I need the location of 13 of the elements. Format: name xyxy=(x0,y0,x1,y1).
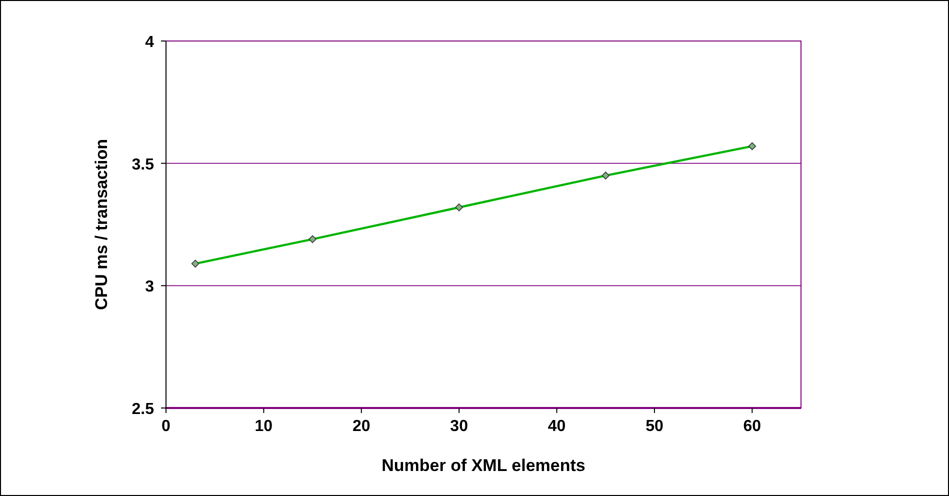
x-tick-label: 60 xyxy=(743,418,762,435)
y-tick-label: 4 xyxy=(145,34,154,51)
x-axis-title: Number of XML elements xyxy=(382,456,586,475)
x-tick-label: 40 xyxy=(548,418,566,435)
x-tick-label: 30 xyxy=(450,418,468,435)
y-tick-label: 2.5 xyxy=(132,401,154,418)
y-axis-title: CPU ms / transaction xyxy=(92,139,111,310)
y-tick-label: 3.5 xyxy=(132,156,154,174)
x-tick-label: 50 xyxy=(646,418,664,435)
x-tick-label: 10 xyxy=(254,418,273,435)
y-tick-label: 3 xyxy=(145,278,154,296)
x-tick-label: 0 xyxy=(162,418,171,435)
x-tick-label: 20 xyxy=(352,418,370,435)
